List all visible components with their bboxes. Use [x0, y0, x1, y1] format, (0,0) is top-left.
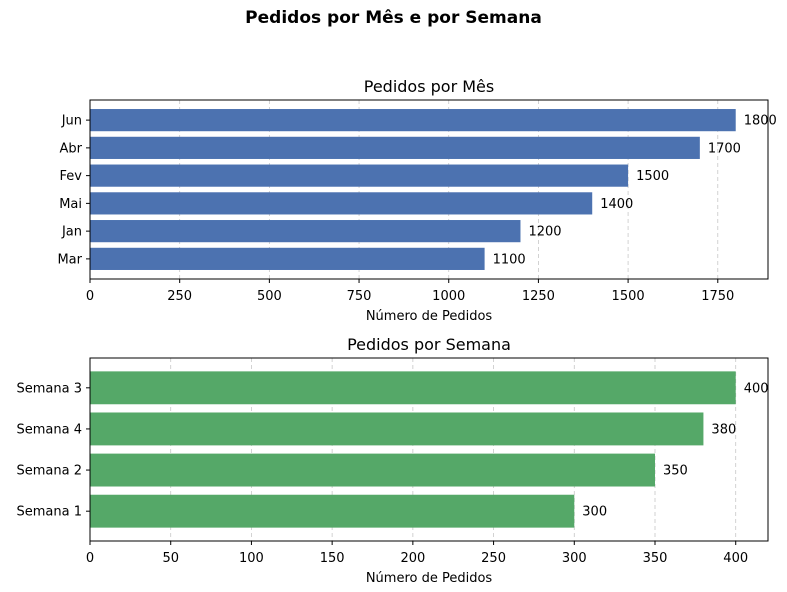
bar-semana-3 — [90, 371, 736, 405]
data-label: 1700 — [708, 141, 741, 156]
x-tick-label: 300 — [562, 551, 587, 566]
bar-semana-4 — [90, 412, 704, 446]
y-tick-label: Mar — [57, 252, 82, 267]
x-tick-label: 250 — [167, 289, 192, 304]
data-label: 1400 — [600, 197, 633, 212]
x-tick-label: 250 — [481, 551, 506, 566]
x-tick-label: 500 — [257, 289, 282, 304]
subplot-1: 110012001400150017001800MarJanMaiFevAbrJ… — [57, 77, 776, 324]
y-tick-label: Fev — [60, 169, 83, 184]
data-label: 1200 — [528, 225, 561, 240]
data-label: 380 — [711, 422, 736, 437]
y-tick-label: Semana 1 — [17, 505, 83, 520]
x-tick-label: 50 — [162, 551, 179, 566]
x-tick-label: 1750 — [701, 289, 734, 304]
bar-semana-1 — [90, 494, 575, 528]
subplot-2: 300 350 380 400 Semana 1 Semana 2 Semana 4 Sema… — [17, 335, 769, 586]
data-label: 1500 — [636, 169, 669, 184]
x-tick-label: 750 — [347, 289, 372, 304]
x-tick-label: 350 — [643, 551, 668, 566]
bar-abr — [90, 136, 700, 159]
y-tick-label: Semana 3 — [17, 381, 83, 396]
x-tick-label: 200 — [400, 551, 425, 566]
subplot-title: Pedidos por Mês — [364, 77, 494, 96]
data-label: 1100 — [493, 252, 526, 267]
figure-title: Pedidos por Mês e por Semana — [245, 8, 542, 28]
x-tick-label: 0 — [86, 551, 94, 566]
x-tick-label: 0 — [86, 289, 94, 304]
x-tick-label: 1500 — [612, 289, 645, 304]
axes-frame — [89, 357, 769, 542]
y-tick-label: Mai — [59, 197, 82, 212]
bar-mar — [90, 247, 485, 270]
y-tick-label: Abr — [60, 141, 83, 156]
x-tick-label: 1250 — [522, 289, 555, 304]
bar-fev — [90, 164, 629, 187]
subplot-title: Pedidos por Semana — [347, 335, 511, 354]
x-axis-label: Número de Pedidos — [366, 571, 493, 586]
y-tick-label: Semana 2 — [17, 464, 83, 479]
x-tick-label: 100 — [239, 551, 264, 566]
x-axis-label: Número de Pedidos — [366, 309, 493, 324]
data-label: 350 — [663, 464, 688, 479]
bar-semana-2 — [90, 453, 655, 487]
y-tick-label: Jan — [61, 225, 82, 240]
data-label: 1800 — [744, 114, 777, 129]
data-label: 300 — [582, 505, 607, 520]
bar-jun — [90, 109, 736, 132]
y-tick-label: Jun — [61, 114, 82, 129]
bar-jan — [90, 220, 521, 243]
x-tick-label: 150 — [320, 551, 345, 566]
bar-mai — [90, 192, 593, 215]
x-tick-label: 1000 — [432, 289, 465, 304]
y-tick-label: Semana 4 — [17, 422, 83, 437]
x-tick-label: 400 — [723, 551, 748, 566]
data-label: 400 — [744, 381, 769, 396]
axes-frame — [89, 99, 769, 280]
